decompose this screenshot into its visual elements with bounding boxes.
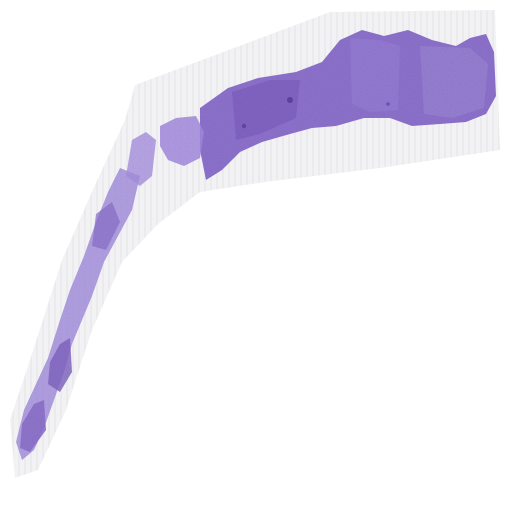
slide-band <box>10 10 500 478</box>
tissue-fragment-mid <box>160 116 204 166</box>
dark-spot <box>287 97 293 103</box>
tissue-section <box>16 30 496 460</box>
